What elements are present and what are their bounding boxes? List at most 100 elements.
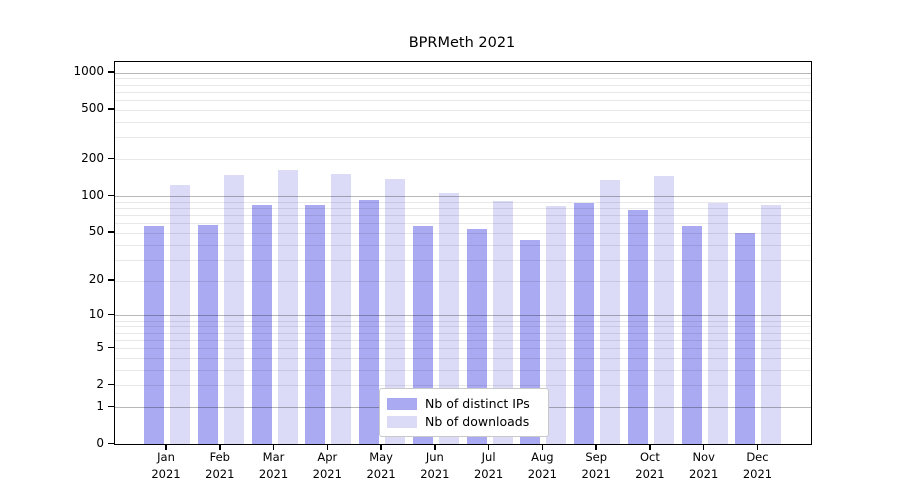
x-tick-label-nov: Nov 2021: [689, 450, 719, 481]
bar-distinct-ips-oct: [627, 209, 648, 444]
bar-downloads-feb: [223, 175, 244, 444]
x-tick-may: [380, 444, 382, 450]
bar-downloads-sep: [600, 179, 621, 444]
y-tick-label-20: 20: [88, 272, 104, 287]
bar-downloads-jul: [492, 200, 513, 444]
x-tick-jul: [487, 444, 490, 450]
bar-downloads-jan: [170, 184, 190, 444]
x-tick-label-oct: Oct 2021: [635, 450, 665, 481]
x-tick-label-dec: Dec 2021: [742, 450, 773, 481]
chart-title: BPRMeth 2021: [408, 35, 516, 51]
legend-swatch-downloads: [387, 415, 417, 428]
gridline-1000: [115, 72, 811, 74]
gridline-6: [115, 339, 811, 341]
y-tick-label-5: 5: [96, 339, 104, 354]
x-tick-oct: [649, 444, 651, 450]
y-tick-500: [108, 108, 114, 110]
x-tick-jun: [434, 444, 436, 450]
gridline-8: [115, 326, 811, 328]
gridline-10: [115, 315, 811, 317]
gridline-80: [115, 207, 811, 209]
y-tick-label-0: 0: [96, 435, 104, 450]
x-tick-label-jan: Jan 2021: [151, 450, 181, 481]
bar-distinct-ips-may: [359, 199, 380, 444]
gridline-600: [115, 100, 811, 102]
bar-downloads-oct: [653, 176, 674, 444]
gridline-800: [115, 84, 811, 86]
gridline-5: [115, 348, 811, 350]
y-tick-label-50: 50: [88, 224, 104, 239]
y-tick-label-1: 1: [96, 398, 104, 413]
x-tick-label-aug: Aug 2021: [527, 450, 558, 481]
bar-downloads-apr: [331, 174, 352, 444]
gridline-2: [115, 385, 811, 387]
legend-entry-downloads: Nb of downloads: [380, 414, 548, 429]
bar-downloads-aug: [546, 205, 567, 444]
x-tick-aug: [541, 444, 544, 450]
bar-downloads-dec: [761, 204, 782, 444]
plot-area: [114, 61, 812, 445]
x-tick-label-sep: Sep 2021: [581, 450, 611, 481]
bar-distinct-ips-apr: [305, 205, 326, 444]
gridline-300: [115, 137, 811, 139]
gridline-70: [115, 215, 811, 217]
y-tick-0: [108, 442, 114, 444]
x-tick-label-jul: Jul 2021: [473, 450, 504, 481]
y-tick-1000: [108, 71, 114, 73]
y-tick-label-1000: 1000: [73, 64, 104, 79]
bar-distinct-ips-sep: [574, 202, 595, 444]
x-tick-label-may: May 2021: [366, 450, 396, 481]
bar-distinct-ips-dec: [735, 232, 756, 444]
gridline-7: [115, 332, 811, 334]
y-tick-5: [108, 346, 114, 349]
y-tick-label-200: 200: [81, 150, 104, 165]
y-tick-2: [108, 383, 114, 386]
x-tick-dec: [756, 444, 759, 450]
gridline-900: [115, 78, 811, 80]
gridline-700: [115, 91, 811, 93]
gridline-20: [115, 280, 811, 282]
bar-downloads-may: [385, 178, 406, 444]
y-tick-20: [108, 279, 114, 281]
x-tick-label-jun: Jun 2021: [420, 450, 450, 481]
legend-swatch-distinct-ips: [387, 397, 417, 410]
gridline-60: [115, 223, 811, 225]
bar-downloads-jun: [438, 192, 459, 444]
gridline-9: [115, 320, 811, 322]
gridline-400: [115, 121, 811, 123]
gridline-30: [115, 259, 811, 261]
bar-distinct-ips-nov: [681, 225, 702, 444]
y-tick-50: [108, 231, 114, 233]
y-tick-label-2: 2: [96, 376, 104, 391]
gridline-90: [115, 201, 811, 203]
x-tick-mar: [272, 444, 275, 450]
x-tick-sep: [595, 444, 597, 450]
x-tick-label-mar: Mar 2021: [258, 450, 289, 481]
y-tick-label-100: 100: [81, 187, 104, 202]
legend-entry-distinct-ips: Nb of distinct IPs: [380, 396, 548, 411]
y-tick-100: [108, 194, 114, 197]
y-tick-200: [108, 157, 114, 159]
gridline-4: [115, 357, 811, 359]
y-tick-label-10: 10: [88, 306, 104, 321]
bar-downloads-nov: [707, 203, 728, 444]
x-tick-apr: [326, 444, 329, 450]
gridline-40: [115, 244, 811, 246]
gridline-500: [115, 109, 811, 111]
x-tick-label-apr: Apr 2021: [312, 450, 342, 481]
gridline-200: [115, 159, 811, 160]
y-tick-1: [108, 405, 114, 408]
legend-label-downloads: Nb of downloads: [425, 414, 530, 429]
x-tick-label-feb: Feb 2021: [205, 450, 235, 481]
gridline-100: [115, 196, 811, 198]
gridline-3: [115, 369, 811, 371]
y-tick-label-500: 500: [81, 101, 104, 116]
legend: Nb of distinct IPs Nb of downloads: [379, 388, 549, 437]
x-tick-nov: [702, 444, 705, 450]
bar-downloads-mar: [277, 170, 298, 444]
bar-distinct-ips-jan: [144, 225, 164, 444]
bar-distinct-ips-feb: [197, 225, 218, 444]
legend-label-distinct-ips: Nb of distinct IPs: [425, 396, 530, 411]
gridline-50: [115, 232, 811, 234]
